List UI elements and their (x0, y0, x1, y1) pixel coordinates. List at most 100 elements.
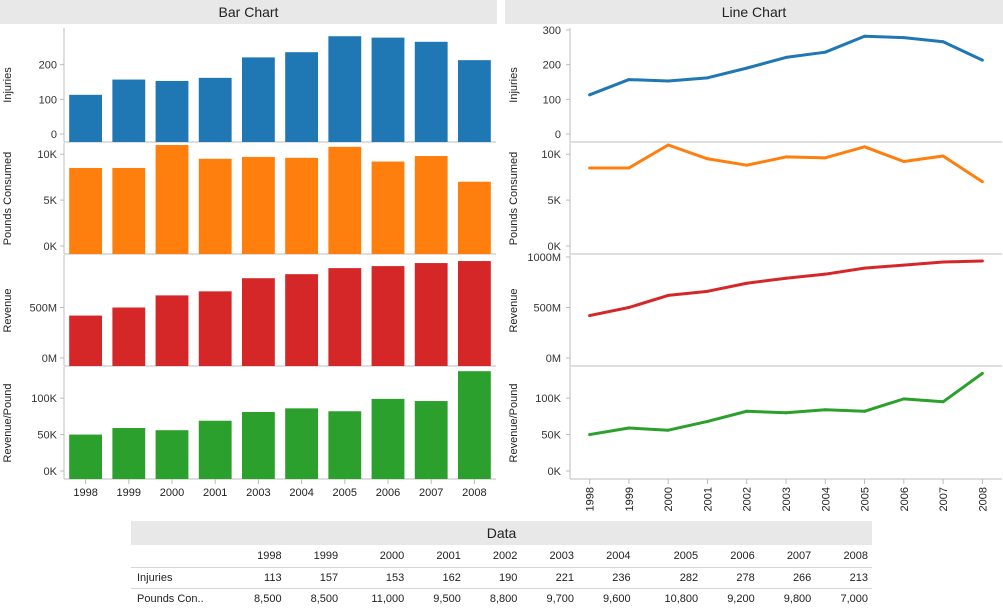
pane-pounds-consumed: Pounds Consumed 0K 5K 10K (508, 143, 1002, 255)
point-revenue-1999 (627, 306, 631, 309)
pane-revenue: Revenue 0M 500M (2, 255, 496, 367)
bar-injuries-2007 (414, 41, 448, 142)
y-tick-label: 100 (39, 94, 57, 106)
table-cell: 278 (702, 567, 759, 589)
table-cell: 9,500 (408, 588, 465, 609)
point-revenue-pound-2001 (705, 419, 709, 423)
point-injuries-2004 (823, 50, 827, 54)
x-tick-label: 2003 (781, 487, 793, 511)
point-pounds-consumed-2004 (823, 156, 827, 160)
charts-canvas: Bar Chart Injuries 0 100 200 Pounds Consumed 0… (0, 0, 1003, 511)
bar-revenue-2000 (155, 295, 189, 366)
bar-revenue-2001 (198, 291, 232, 366)
line-chart-panel: Line Chart Injuries 0 100 200 300 Pounds Consu… (505, 0, 1003, 511)
y-tick-label: 0 (555, 129, 561, 141)
point-injuries-2008 (980, 58, 984, 62)
bar-pounds-consumed-2005 (328, 146, 362, 254)
bar-revenue-2003 (241, 278, 275, 366)
pane-injuries: Injuries 0 100 200 (2, 28, 496, 143)
bar-injuries-2006 (371, 37, 405, 143)
table-column-header: 2006 (730, 550, 755, 562)
point-pounds-consumed-1999 (627, 166, 631, 170)
y-axis-label: Pounds Consumed (2, 152, 14, 246)
point-revenue-pound-2007 (941, 400, 945, 404)
bar-revenue-pound-1998 (69, 434, 103, 479)
x-tick-label: 2000 (663, 487, 675, 511)
line-pounds-consumed (589, 143, 984, 183)
table-row-label: Injuries (131, 567, 229, 589)
y-tick-label: 0M (546, 353, 561, 365)
x-tick-label: 2005 (333, 487, 357, 499)
point-revenue-2008 (980, 259, 984, 263)
table-cell: 10,800 (634, 588, 703, 609)
chart-title: Line Chart (722, 4, 787, 20)
pane-revenue-pound: Revenue/Pound 0K 50K 100K (2, 367, 496, 480)
table-cell: 8,800 (464, 588, 522, 609)
y-axis-label: Injuries (508, 67, 520, 103)
point-injuries-2000 (666, 79, 670, 83)
point-injuries-2005 (863, 34, 867, 38)
data-table-panel: Data 1998 1999 2000 2001 2002 2003 2004 2005 200… (131, 521, 872, 609)
x-tick-label: 2004 (820, 487, 832, 511)
point-revenue-1998 (588, 314, 592, 318)
bar-revenue-pound-2004 (285, 408, 319, 479)
bar-injuries-1999 (112, 79, 146, 142)
table-header-row: 1998 1999 2000 2001 2002 2003 2004 2005 2006 2007… (131, 545, 872, 568)
bar-pounds-consumed-2003 (241, 156, 275, 254)
y-axis-label: Revenue (508, 288, 520, 332)
table-cell: 213 (815, 567, 872, 589)
x-tick-label: 2006 (899, 487, 911, 511)
bar-revenue-2007 (414, 263, 448, 366)
bar-pounds-consumed-2004 (285, 157, 319, 254)
table-column-header: 2004 (606, 550, 631, 562)
y-axis-label: Injuries (2, 67, 14, 103)
y-tick-label: 0K (548, 241, 562, 253)
y-tick-label: 500M (533, 303, 561, 315)
point-pounds-consumed-2003 (784, 155, 788, 159)
pane-injuries: Injuries 0 100 200 300 (508, 25, 1002, 143)
bar-pounds-consumed-2001 (198, 158, 232, 254)
point-revenue-2004 (823, 272, 827, 276)
bar-revenue-pound-2005 (328, 411, 362, 479)
data-table-title: Data (131, 521, 872, 545)
table-cell: 9,600 (577, 588, 635, 609)
y-axis-label: Revenue/Pound (2, 384, 14, 463)
y-tick-label: 5K (44, 195, 58, 207)
pane-revenue-pound: Revenue/Pound 0K 50K 100K (508, 367, 1002, 480)
x-tick-label: 1999 (117, 487, 141, 499)
table-cell: 153 (342, 567, 409, 589)
bar-revenue-2004 (285, 274, 319, 366)
bar-revenue-pound-2008 (457, 371, 491, 479)
y-tick-label: 10K (541, 149, 561, 161)
y-tick-label: 100 (543, 94, 561, 106)
y-axis-label: Pounds Consumed (508, 152, 520, 246)
chart-title-bar (0, 0, 497, 24)
point-revenue-2001 (705, 289, 709, 293)
bar-revenue-1998 (69, 315, 103, 366)
x-tick-label: 2004 (289, 487, 313, 499)
point-revenue-2003 (784, 276, 788, 280)
bar-revenue-pound-2007 (414, 401, 448, 479)
table-cell: 9,200 (702, 588, 759, 609)
bar-revenue-2008 (457, 261, 491, 366)
table-column-header: 2003 (549, 550, 574, 562)
bar-revenue-pound-2003 (241, 411, 275, 479)
data-table: 1998 1999 2000 2001 2002 2003 2004 2005 2006 2007… (131, 545, 872, 609)
point-revenue-pound-1999 (627, 426, 631, 430)
table-cell: 7,000 (815, 588, 872, 609)
x-tick-label: 2007 (419, 487, 443, 499)
x-tick-label: 2003 (246, 487, 270, 499)
bar-injuries-2000 (155, 80, 189, 142)
table-corner (131, 545, 229, 568)
point-revenue-2005 (863, 266, 867, 270)
bar-revenue-pound-2006 (371, 398, 405, 479)
bar-revenue-pound-2001 (198, 420, 232, 479)
table-row-label: Pounds Con.. (131, 588, 229, 609)
point-pounds-consumed-2005 (863, 145, 867, 149)
x-tick-label: 2001 (702, 487, 714, 511)
bar-chart-panel: Bar Chart Injuries 0 100 200 Pounds Consumed 0… (0, 0, 497, 499)
y-tick-label: 50K (37, 430, 57, 442)
bar-injuries-1998 (69, 94, 103, 142)
y-tick-label: 0M (42, 353, 57, 365)
point-injuries-2007 (941, 40, 945, 44)
